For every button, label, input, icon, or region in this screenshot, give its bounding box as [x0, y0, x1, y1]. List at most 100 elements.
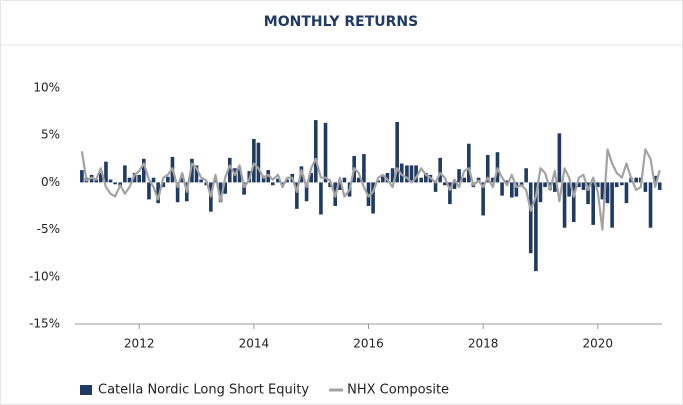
bar: [371, 182, 375, 214]
bar: [553, 182, 557, 192]
bar: [467, 143, 471, 183]
bar: [500, 182, 504, 196]
bar: [557, 133, 562, 183]
bar: [505, 180, 510, 183]
bar: [634, 177, 639, 183]
bar: [643, 182, 648, 192]
bar: [614, 182, 619, 188]
bar: [491, 177, 495, 183]
bar: [577, 182, 581, 188]
bar: [528, 182, 533, 254]
bar: [538, 182, 543, 203]
bar: [567, 182, 571, 197]
bar: [438, 157, 442, 183]
bar: [657, 182, 662, 190]
bar: [151, 177, 156, 183]
bar: [591, 182, 596, 225]
bar: [156, 182, 160, 204]
bar: [166, 176, 170, 183]
bar: [595, 182, 600, 188]
bar: [304, 182, 309, 202]
x-tick-label: 2018: [468, 337, 499, 351]
bar: [328, 182, 332, 188]
bar: [137, 174, 142, 183]
bar: [395, 121, 399, 183]
bar: [80, 170, 84, 183]
y-tick-label: 5%: [41, 128, 60, 142]
bar: [620, 182, 624, 186]
bar: [108, 179, 113, 183]
bar: [98, 172, 103, 183]
bar: [586, 182, 590, 205]
bar: [610, 182, 614, 228]
legend-swatch: [80, 385, 92, 395]
bar: [405, 165, 409, 183]
bar: [141, 158, 146, 183]
x-tick-label: 2020: [583, 337, 614, 351]
bar: [190, 158, 194, 183]
bar: [462, 177, 467, 183]
bar: [252, 138, 256, 183]
bar: [194, 165, 199, 183]
bar: [519, 182, 524, 186]
x-tick-label: 2016: [353, 337, 384, 351]
bar: [514, 182, 519, 197]
bar: [342, 177, 347, 183]
bar: [270, 182, 275, 186]
bar: [113, 182, 117, 185]
bar: [409, 165, 414, 183]
bar: [510, 182, 514, 198]
bar: [481, 182, 485, 216]
bar: [376, 180, 381, 183]
bar: [227, 157, 232, 183]
bar: [276, 178, 280, 183]
bar: [237, 167, 242, 183]
bar: [180, 174, 184, 183]
bar: [313, 120, 318, 183]
bar: [175, 182, 180, 203]
bar: [123, 165, 127, 183]
bar: [362, 154, 366, 183]
bar: [562, 182, 567, 228]
x-tick-label: 2012: [124, 337, 155, 351]
bar: [600, 182, 605, 200]
y-tick-label: -5%: [37, 222, 60, 236]
bar: [261, 175, 266, 183]
bar: [442, 182, 447, 186]
bar: [543, 182, 547, 188]
x-tick-label: 2014: [239, 337, 270, 351]
bar: [390, 168, 395, 183]
bar: [147, 182, 151, 200]
bar: [653, 175, 657, 183]
bar: [199, 179, 203, 183]
bar: [648, 182, 653, 228]
bar: [605, 182, 610, 204]
bar: [485, 155, 490, 183]
bar: [242, 182, 246, 195]
legend-label: Catella Nordic Long Short Equity: [98, 383, 309, 398]
bar: [414, 165, 418, 183]
bar: [323, 122, 328, 183]
bar: [295, 182, 299, 209]
bar: [448, 182, 452, 205]
bar: [94, 179, 99, 183]
bar: [280, 182, 285, 185]
bar: [433, 182, 438, 192]
bar: [256, 142, 261, 183]
bar: [285, 179, 289, 183]
y-tick-label: 10%: [33, 81, 60, 95]
bar: [218, 182, 223, 203]
bar: [534, 182, 538, 272]
bar: [223, 182, 227, 194]
bar: [624, 182, 629, 204]
y-tick-label: -10%: [29, 269, 60, 283]
bar: [161, 182, 166, 188]
bar: [356, 177, 361, 183]
bar: [338, 182, 342, 190]
y-tick-label: 0%: [41, 175, 60, 189]
y-tick-label: -15%: [29, 317, 60, 331]
bar: [419, 177, 424, 183]
line: [80, 148, 661, 231]
